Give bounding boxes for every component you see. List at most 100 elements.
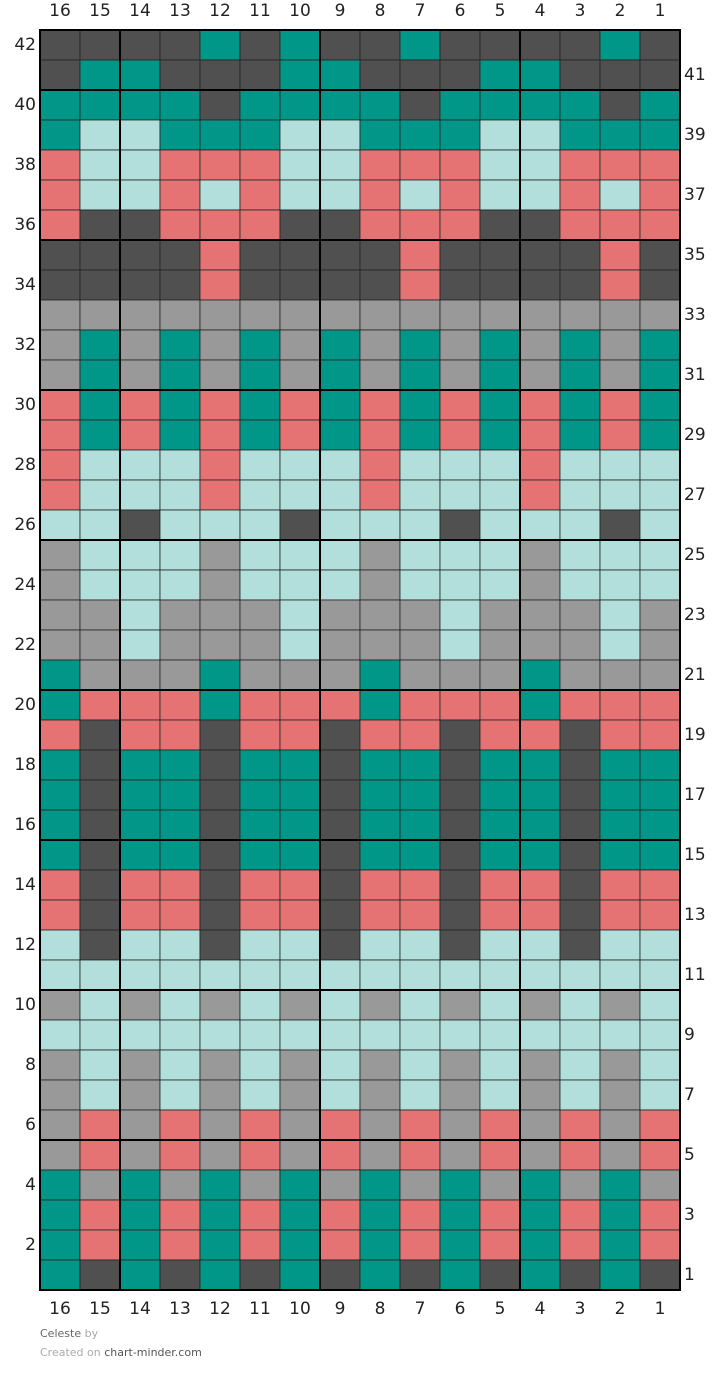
cell — [359, 59, 401, 91]
cell — [79, 569, 121, 601]
cell — [399, 1229, 441, 1261]
cell — [319, 509, 361, 541]
cell — [239, 329, 281, 361]
row-number: 12 — [14, 935, 36, 955]
cell — [439, 479, 481, 511]
cell — [239, 1139, 281, 1171]
cell — [279, 1079, 321, 1111]
cell — [599, 1169, 641, 1201]
cell — [439, 329, 481, 361]
cell — [439, 389, 481, 421]
cell — [119, 809, 161, 841]
cell — [159, 1169, 201, 1201]
cell — [279, 719, 321, 751]
cell — [159, 59, 201, 91]
column-number: 1 — [655, 1, 666, 21]
row-number: 31 — [684, 365, 706, 385]
cell — [479, 1109, 521, 1141]
cell — [519, 1229, 561, 1261]
cell — [279, 299, 321, 331]
cell — [599, 329, 641, 361]
cell — [479, 1259, 521, 1291]
cell — [79, 779, 121, 811]
cell — [439, 989, 481, 1021]
cell — [79, 479, 121, 511]
cell — [79, 1019, 121, 1051]
cell — [199, 929, 241, 961]
cell — [479, 659, 521, 691]
cell — [79, 89, 121, 121]
cell — [439, 1199, 481, 1231]
cell — [559, 989, 601, 1021]
cell — [199, 599, 241, 631]
cell — [599, 539, 641, 571]
cell — [79, 209, 121, 241]
chart-border — [39, 29, 681, 1291]
cell — [199, 239, 241, 271]
cell — [159, 539, 201, 571]
cell — [559, 239, 601, 271]
cell — [599, 89, 641, 121]
cell — [639, 539, 681, 571]
cell — [559, 1139, 601, 1171]
cell — [199, 539, 241, 571]
cell — [239, 1109, 281, 1141]
cell — [79, 1049, 121, 1081]
column-number: 10 — [289, 1299, 311, 1319]
cell — [479, 569, 521, 601]
cell — [39, 29, 81, 61]
cell — [559, 419, 601, 451]
cell — [39, 869, 81, 901]
cell — [479, 479, 521, 511]
cell — [559, 269, 601, 301]
cell — [639, 659, 681, 691]
cell — [239, 809, 281, 841]
cell — [79, 269, 121, 301]
footer-title-line: Celeste by — [40, 1327, 99, 1340]
row-number: 15 — [684, 845, 706, 865]
cell — [399, 929, 441, 961]
cell — [479, 779, 521, 811]
cell — [159, 449, 201, 481]
column-number: 8 — [375, 1299, 386, 1319]
cell — [159, 1259, 201, 1291]
cell — [159, 419, 201, 451]
cell — [79, 929, 121, 961]
row-number: 30 — [14, 395, 36, 415]
cell — [279, 959, 321, 991]
cell — [39, 269, 81, 301]
cell — [559, 449, 601, 481]
cell — [279, 1169, 321, 1201]
cell — [399, 839, 441, 871]
cell — [559, 1259, 601, 1291]
cell — [599, 1049, 641, 1081]
cell — [519, 1259, 561, 1291]
cell — [559, 599, 601, 631]
cell — [559, 329, 601, 361]
cell — [439, 1259, 481, 1291]
cell — [599, 929, 641, 961]
cell — [359, 899, 401, 931]
cell — [479, 89, 521, 121]
column-number: 9 — [335, 1, 346, 21]
cell — [639, 329, 681, 361]
cell — [159, 1079, 201, 1111]
row-number: 42 — [14, 35, 36, 55]
cell — [639, 629, 681, 661]
cell — [279, 869, 321, 901]
cell — [519, 359, 561, 391]
cell — [279, 1229, 321, 1261]
cell — [39, 1079, 81, 1111]
cell — [79, 959, 121, 991]
row-number: 17 — [684, 785, 706, 805]
cell — [359, 1169, 401, 1201]
cell — [519, 149, 561, 181]
cell — [359, 299, 401, 331]
cell — [519, 689, 561, 721]
cell — [399, 359, 441, 391]
row-number: 40 — [14, 95, 36, 115]
cell — [439, 749, 481, 781]
cell — [119, 59, 161, 91]
cell — [519, 269, 561, 301]
cell — [559, 179, 601, 211]
